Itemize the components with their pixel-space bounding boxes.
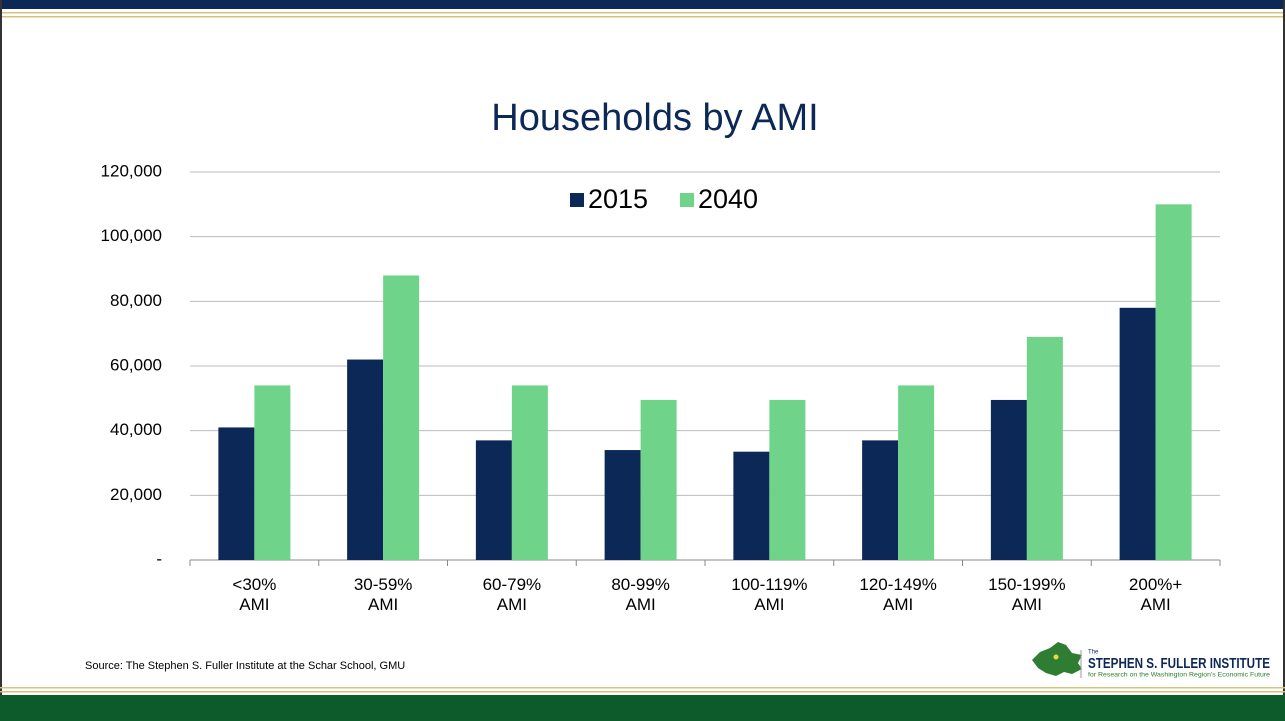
- left-edge: [0, 0, 2, 721]
- bar: [254, 385, 291, 560]
- x-tick-label: 150-199% AMI: [988, 575, 1066, 614]
- y-tick-label: 100,000: [101, 226, 162, 245]
- bar: [511, 385, 548, 560]
- logo-tagline: for Research on the Washington Region's …: [1088, 673, 1271, 679]
- bar: [990, 399, 1027, 560]
- y-tick-label: 80,000: [110, 291, 162, 310]
- x-tick-label: 30-59% AMI: [353, 575, 413, 614]
- bottom-bar: [0, 695, 1285, 721]
- bar: [733, 451, 770, 560]
- legend-label: 2040: [698, 184, 758, 214]
- bar: [640, 399, 677, 560]
- top-bar: [0, 0, 1285, 9]
- x-tick-label: <30% AMI: [232, 575, 277, 614]
- y-tick-label: 60,000: [110, 355, 162, 374]
- bar: [769, 399, 806, 560]
- x-tick-label: 100-119% AMI: [731, 575, 808, 614]
- x-tick-label: 80-99% AMI: [611, 575, 670, 614]
- logo-name: STEPHEN S. FULLER INSTITUTE: [1088, 655, 1270, 672]
- bar: [898, 385, 935, 560]
- x-tick-label: 120-149% AMI: [859, 575, 937, 614]
- y-tick-label: 40,000: [110, 420, 162, 439]
- bar: [475, 440, 512, 560]
- x-tick-label: 200%+ AMI: [1128, 575, 1183, 614]
- source: Source: The Stephen S. Fuller Institute …: [85, 660, 405, 672]
- bottom-rule: [0, 691, 1285, 693]
- bar: [862, 440, 899, 560]
- bar: [347, 359, 384, 560]
- bar: [1026, 336, 1063, 560]
- bottom-rule: [0, 687, 1285, 689]
- logo-dot: [1053, 654, 1059, 660]
- legend-label: 2015: [588, 184, 648, 214]
- legend-swatch: [680, 193, 694, 207]
- y-tick-label: 20,000: [110, 485, 162, 504]
- top-rule: [0, 12, 1285, 14]
- y-tick-label: 120,000: [101, 161, 162, 180]
- logo-pre: The: [1088, 650, 1099, 656]
- bar: [1155, 204, 1192, 561]
- right-edge: [1283, 0, 1285, 721]
- y-tick-label: -: [156, 549, 162, 568]
- bar: [218, 427, 255, 560]
- legend-swatch: [570, 193, 584, 207]
- bar: [383, 275, 420, 560]
- chart-title: Households by AMI: [491, 97, 818, 139]
- bar: [604, 450, 641, 560]
- bar: [1119, 307, 1156, 560]
- top-rule: [0, 16, 1285, 18]
- x-tick-label: 60-79% AMI: [482, 575, 542, 614]
